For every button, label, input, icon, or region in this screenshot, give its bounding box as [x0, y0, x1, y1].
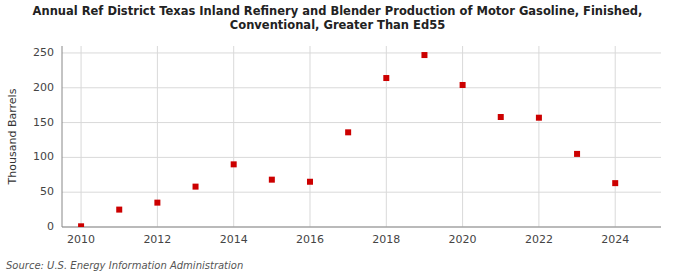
point: [116, 207, 122, 213]
x-tick-label: 2010: [67, 233, 95, 246]
grid: [62, 46, 661, 227]
point: [307, 179, 313, 185]
x-grid-line: [81, 46, 82, 227]
x-grid-line: [386, 46, 387, 227]
point: [269, 177, 275, 183]
title: Annual Ref District Texas Inland Refiner…: [33, 4, 643, 32]
x-tick-label: 2020: [449, 233, 477, 246]
points: [78, 52, 618, 227]
x-grid-line: [309, 46, 310, 227]
y-axis-label: Thousand Barrels: [6, 88, 19, 185]
y-tick-label: 50: [40, 185, 54, 198]
point: [498, 114, 504, 120]
point: [193, 184, 199, 190]
x-grid-line: [233, 46, 234, 227]
x-tick-label: 2012: [143, 233, 171, 246]
y-grid-line: [62, 52, 661, 53]
point: [612, 180, 618, 186]
point: [345, 129, 351, 135]
y-grid-line: [62, 157, 661, 158]
point: [231, 161, 237, 167]
chart-svg: 0 50 100 150 200 250 2010 2012 2014 2016 2018 2020 2…: [0, 0, 675, 275]
point: [574, 151, 580, 157]
y-grid-line: [62, 87, 661, 88]
x-grid-line: [538, 46, 539, 227]
chart-container: 0 50 100 150 200 250 2010 2012 2014 2016 2018 2020 2…: [0, 0, 675, 275]
point: [421, 52, 427, 58]
point: [154, 200, 160, 206]
x-axis-line: [62, 227, 661, 228]
x-grid-line: [615, 46, 616, 227]
title-line: Annual Ref District Texas Inland Refiner…: [33, 4, 643, 18]
y-grid-line: [62, 122, 661, 123]
y-tick-label: 100: [33, 150, 54, 163]
y-grid-line: [62, 227, 661, 228]
point: [78, 223, 84, 227]
x-tick-label: 2016: [296, 233, 324, 246]
x-tick-label: 2014: [220, 233, 248, 246]
title-line: Conventional, Greater Than Ed55: [230, 18, 445, 32]
y-tick-label: 250: [33, 46, 54, 59]
x-tick-label: 2022: [525, 233, 553, 246]
source-note: Source: U.S. Energy Information Administ…: [6, 260, 243, 271]
x-tick-label: 2024: [601, 233, 629, 246]
point: [460, 82, 466, 88]
y-tick-label: 150: [33, 116, 54, 129]
point: [383, 75, 389, 81]
y-tick-label: 200: [33, 81, 54, 94]
y-tick-label: 0: [47, 220, 54, 233]
y-axis-line: [62, 46, 63, 227]
y-grid-line: [62, 192, 661, 193]
x-tick-label: 2018: [372, 233, 400, 246]
point: [536, 115, 542, 121]
x-grid-line: [462, 46, 463, 227]
